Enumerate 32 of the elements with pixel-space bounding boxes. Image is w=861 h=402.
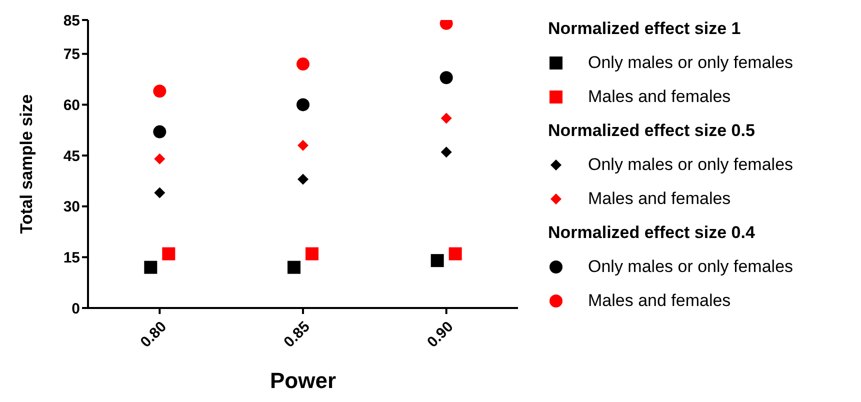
legend-label: Only males or only females: [588, 155, 794, 175]
point: [154, 187, 166, 198]
text: Normalized effect size 1: [548, 19, 741, 38]
x-tick-label: 0.90: [424, 318, 457, 352]
y-tick-label: 60: [63, 97, 80, 114]
y-tick-label: 45: [63, 148, 80, 165]
legend-label: Males and females: [588, 87, 731, 107]
text: Normalized effect size 0.4: [548, 223, 755, 242]
x-tick-label: 0.85: [280, 318, 314, 352]
text: Normalized effect size 0.5: [548, 121, 755, 140]
y-axis-title: Total sample size: [17, 94, 36, 234]
legend-label: Only males or only females: [588, 257, 794, 277]
y-tick-label: 30: [63, 198, 80, 216]
y-tick-label: 75: [63, 46, 80, 64]
x-axis-title: Power: [270, 368, 336, 393]
x-tick-label: 0.80: [137, 318, 170, 352]
point: [298, 174, 308, 185]
y-tick-label: 0: [72, 300, 80, 318]
point: [440, 71, 453, 84]
legend-label: Males and females: [588, 291, 731, 311]
legend-label: Males and females: [588, 189, 731, 209]
point: [440, 146, 452, 158]
point: [154, 153, 166, 164]
point: [440, 112, 452, 124]
point: [296, 58, 310, 71]
point: [153, 84, 166, 98]
y-tick-label: 85: [63, 12, 80, 30]
point: [296, 98, 310, 112]
point: [153, 125, 166, 138]
point: [298, 140, 308, 151]
legend-label: Only males or only females: [588, 53, 794, 73]
y-tick-label: 15: [63, 250, 80, 266]
